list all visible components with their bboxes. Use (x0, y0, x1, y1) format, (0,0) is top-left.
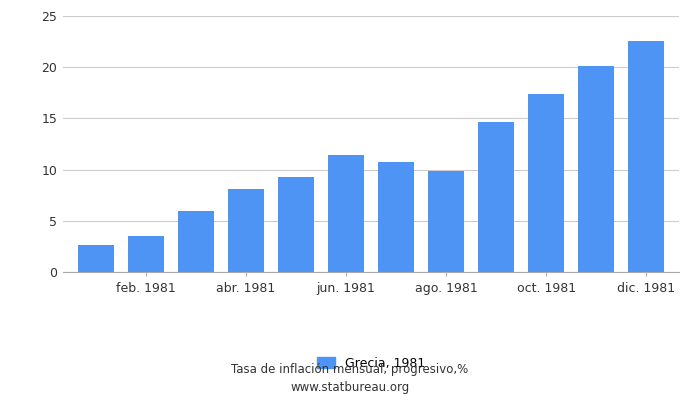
Bar (478, 122, 514, 272)
Text: Tasa de inflación mensual, progresivo,%: Tasa de inflación mensual, progresivo,% (232, 364, 468, 376)
Text: www.statbureau.org: www.statbureau.org (290, 381, 410, 394)
Bar (78, 245, 113, 272)
Bar (428, 171, 464, 272)
Legend: Grecia, 1981: Grecia, 1981 (313, 353, 429, 373)
Bar (328, 155, 364, 272)
Bar (228, 189, 264, 272)
Bar (127, 236, 164, 272)
Bar (528, 94, 564, 272)
Bar (378, 162, 414, 272)
Bar (278, 177, 314, 272)
Bar (578, 66, 615, 272)
Bar (629, 40, 664, 272)
Bar (178, 210, 214, 272)
